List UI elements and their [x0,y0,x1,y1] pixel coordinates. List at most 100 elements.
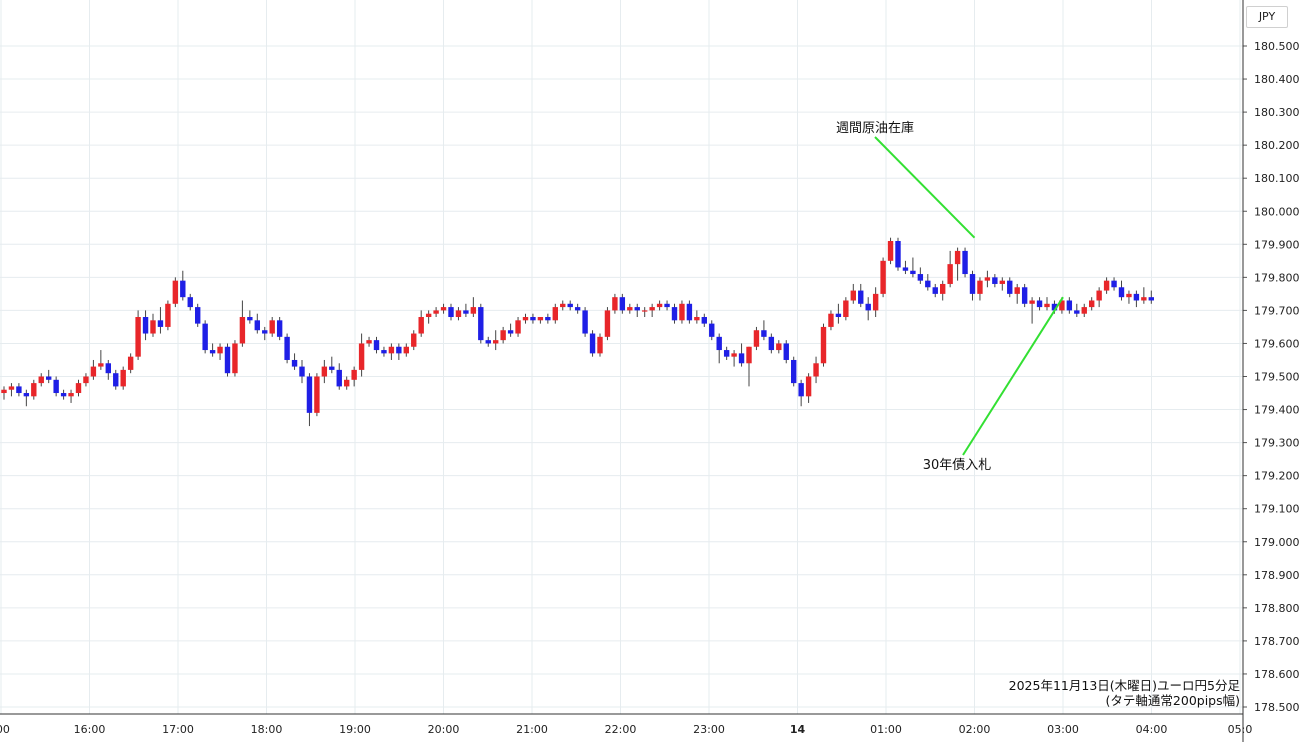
candle-body [314,376,320,413]
y-tick-label: 179.900 [1254,238,1300,251]
candle [977,277,983,301]
candle [910,257,916,278]
candle [187,293,193,311]
candle-body [612,297,618,311]
candle-body [46,376,52,380]
candle [388,343,395,360]
candle [686,300,693,324]
candle [656,300,663,311]
candle-body [530,317,536,321]
candle-body [716,336,722,351]
candle-body [597,336,603,354]
candle [478,303,484,344]
candle [306,373,313,427]
candle [299,359,305,384]
candle [127,353,134,374]
candle-body [239,317,246,344]
candle [485,336,491,347]
candle-body [820,326,827,364]
candle-body [403,346,409,354]
candle [500,326,506,344]
candle [31,379,37,400]
candle [932,283,938,298]
candle [731,350,737,367]
candle-body [954,250,961,265]
candle [895,237,901,271]
candle-body [642,310,648,312]
candle [329,356,335,374]
candle-body [545,317,551,321]
candle [83,373,89,387]
candle [38,373,44,387]
candle [247,310,253,324]
candle-body [31,383,37,397]
candle-body [582,310,588,334]
candle [470,297,477,318]
candle-body [634,307,640,311]
candle [150,313,156,337]
candle-body [664,303,670,308]
candlestick-series [1,237,1154,427]
candle-body [373,340,380,351]
candle-body [53,379,59,394]
candle [850,283,856,304]
candle [493,330,499,351]
x-tick-label: 20:00 [428,723,460,736]
candle [463,303,469,318]
candle-body [291,359,298,367]
candle-body [478,307,484,341]
candle-body [366,340,372,344]
candle-body [604,310,611,337]
candle-body [917,274,924,281]
candle [239,300,246,347]
candle-body [284,336,290,360]
y-tick-label: 178.900 [1254,569,1300,582]
candle [448,303,454,321]
candle-body [396,346,402,354]
candle-body [1029,300,1035,304]
candle-body [455,310,462,318]
candle [813,356,819,384]
candle [68,389,74,403]
x-tick-label: 01:00 [870,723,902,736]
candle-body [232,343,238,374]
candle-body [798,383,804,397]
currency-selector[interactable]: JPY [1246,6,1288,28]
candle [1021,283,1028,308]
candle-body [1111,280,1117,288]
candle-body [493,340,499,344]
candle [746,346,752,387]
candle [1081,303,1087,318]
candle-body [589,333,596,354]
candle-body [1036,300,1043,308]
candle-body [776,343,782,351]
candle [716,333,722,364]
candle-body [344,379,350,387]
y-tick-label: 180.300 [1254,106,1300,119]
y-tick-label: 180.400 [1254,73,1300,86]
candle [291,353,298,370]
candle [664,300,670,311]
candle [954,247,961,281]
candle [619,293,626,314]
candle-body [269,320,275,334]
candle-body [701,317,707,324]
x-tick-label: 14 [790,723,806,736]
candle [1126,290,1132,304]
x-tick-label: 02:00 [959,723,991,736]
candle-body [850,290,856,301]
candle [567,300,573,311]
candle [552,303,558,324]
candle-body [947,264,953,284]
candle [999,277,1005,291]
candle [98,350,104,370]
candle-body [1126,293,1132,298]
candle-body [1044,303,1050,308]
x-tick-label: :00 [0,723,10,736]
candle-body [90,366,97,377]
candle-body [306,376,313,413]
candle-body [709,323,715,337]
candle-body [500,330,506,341]
caption-line-2: (タテ軸通常200pips幅) [1106,693,1240,708]
